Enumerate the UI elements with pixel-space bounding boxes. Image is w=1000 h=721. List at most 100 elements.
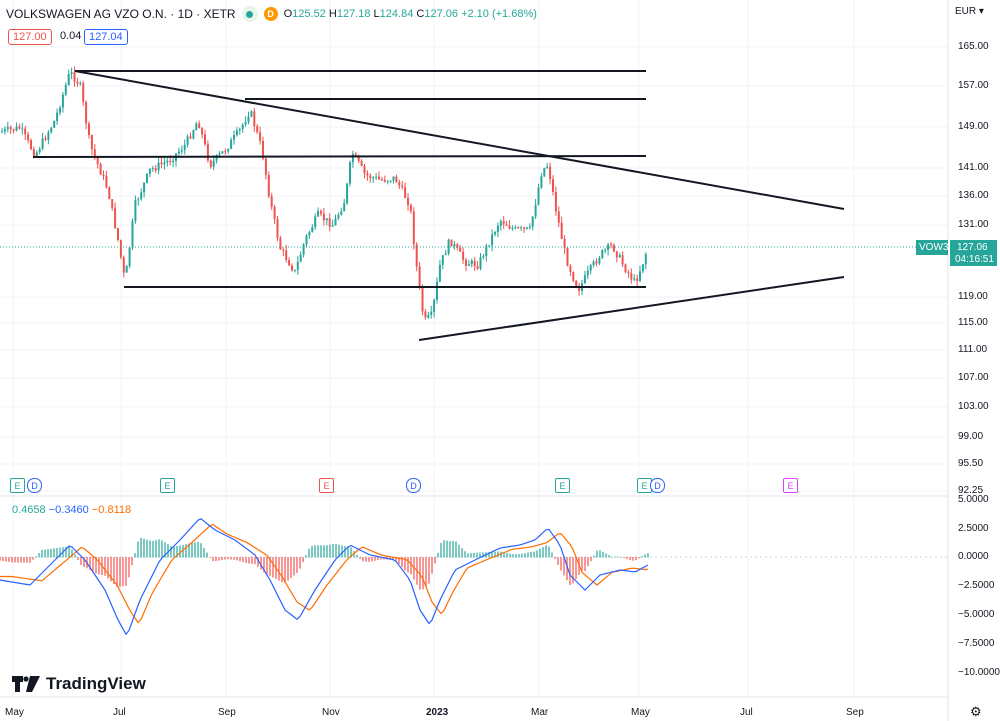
macd-hist-bar <box>320 545 322 558</box>
candle-body <box>450 239 453 247</box>
event-marker[interactable]: E <box>160 478 175 493</box>
price-tag: 127.06 <box>957 242 988 253</box>
candle-body <box>378 176 380 180</box>
candle-body <box>195 123 198 131</box>
macd-hist-bar <box>158 539 160 558</box>
event-marker[interactable]: D <box>406 478 421 493</box>
candle-body <box>641 264 644 272</box>
candle-body <box>148 168 151 174</box>
tradingview-logo-icon <box>12 676 40 692</box>
tradingview-logo[interactable]: TradingView <box>12 674 146 694</box>
macd-hist-bar <box>329 544 331 558</box>
candle-body <box>267 175 270 197</box>
candle-body <box>209 160 212 167</box>
interval-badge[interactable]: D <box>263 7 278 21</box>
macd-hist-bar <box>20 557 22 563</box>
candle-body <box>412 211 415 245</box>
macd-hist-bar <box>59 547 61 558</box>
macd-value: 0.4658 <box>12 504 46 516</box>
price-tick: 136.00 <box>958 190 989 201</box>
candle-body <box>415 244 418 267</box>
currency-selector[interactable]: EUR ▾ <box>955 6 984 17</box>
macd-hist-bar <box>35 556 37 558</box>
candle-body <box>340 211 343 215</box>
macd-line <box>0 518 649 636</box>
macd-hist-bar <box>248 557 250 564</box>
macd-hist-bar <box>8 557 10 562</box>
macd-tick: 0.0000 <box>958 551 989 562</box>
ohlc-values: O125.52 H127.18 L124.84 C127.06 +2.10 (+… <box>283 8 537 20</box>
candle-body <box>467 264 470 266</box>
macd-hist-bar <box>164 542 166 558</box>
event-marker[interactable]: D <box>650 478 665 493</box>
macd-hist-bar <box>65 546 67 558</box>
settings-icon[interactable]: ⚙ <box>970 704 982 719</box>
macd-hist-bar <box>143 538 145 558</box>
price-tick: 92.25 <box>958 485 984 496</box>
macd-hist-bar <box>626 557 628 560</box>
macd-hist-bar <box>614 556 616 558</box>
ask-price[interactable]: 127.04 <box>84 29 128 45</box>
candle-body <box>282 249 285 251</box>
candle-body <box>256 126 259 133</box>
countdown-tag: 04:16:51 <box>955 254 994 265</box>
macd-hist-bar <box>533 551 535 558</box>
macd-hist-bar <box>392 557 394 560</box>
grid <box>0 0 948 697</box>
candle-body <box>189 136 192 139</box>
candle-body <box>505 224 508 226</box>
macd-hist-bar <box>359 557 361 559</box>
candle-body <box>163 162 166 165</box>
macd-tick: −10.0000 <box>958 667 1000 678</box>
candle-body <box>560 222 563 240</box>
candle-body <box>79 82 82 84</box>
macd-hist-bar <box>137 541 139 558</box>
event-marker[interactable]: E <box>319 478 334 493</box>
candle-body <box>589 264 592 271</box>
candle-body <box>624 264 627 273</box>
symbol-title[interactable]: VOLKSWAGEN AG VZO O.N. · 1D · XETR <box>6 7 236 21</box>
candle-body <box>88 123 90 136</box>
candle-body <box>633 278 636 280</box>
candle-body <box>531 216 534 227</box>
macd-hist-bar <box>191 542 193 558</box>
event-marker[interactable]: D <box>27 478 42 493</box>
event-marker[interactable]: E <box>10 478 25 493</box>
candle-body <box>128 247 131 267</box>
macd-hist-bar <box>584 557 586 572</box>
candle-body <box>247 116 250 122</box>
candle-body <box>238 129 241 131</box>
candle-body <box>517 227 520 229</box>
macd-hist-bar <box>152 540 154 558</box>
macd-hist-bar <box>176 545 178 558</box>
bid-price[interactable]: 127.00 <box>8 29 52 45</box>
price-tick: 111.00 <box>958 344 988 355</box>
trendlines-layer[interactable] <box>0 70 948 341</box>
candle-body <box>552 179 554 192</box>
candle-body <box>578 287 581 291</box>
macd-hist-bar <box>50 548 52 558</box>
candle-body <box>169 160 172 163</box>
macd-hist-bar <box>629 557 631 561</box>
macd-hist-bar <box>170 545 172 558</box>
macd-hist-bar <box>269 557 271 576</box>
macd-hist-bar <box>254 557 256 565</box>
macd-hist-bar <box>209 557 211 558</box>
candle-body <box>453 244 456 247</box>
macd-hist-bar <box>371 557 373 562</box>
macd-hist-bar <box>641 556 643 558</box>
candle-body <box>610 244 612 246</box>
event-marker[interactable]: E <box>783 478 798 493</box>
signal-line <box>0 523 649 624</box>
candle-body <box>366 173 369 176</box>
macd-hist-bar <box>548 546 550 558</box>
candle-body <box>630 273 633 280</box>
macd-hist-bar <box>38 553 40 558</box>
candle-body <box>575 280 578 288</box>
candle-body <box>441 255 444 265</box>
market-status-icon[interactable] <box>241 6 258 22</box>
price-tick: 141.00 <box>958 162 989 173</box>
event-marker[interactable]: E <box>555 478 570 493</box>
candle-body <box>351 153 354 163</box>
